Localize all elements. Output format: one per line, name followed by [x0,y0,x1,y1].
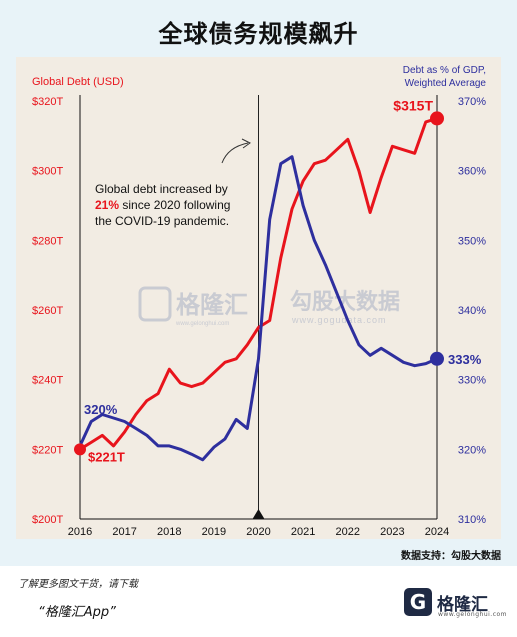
annotation-line2-rest: since 2020 following [119,198,230,212]
x-tick-label: 2020 [246,526,270,538]
footer-download-hint: 了解更多图文干货，请下载 [18,579,138,590]
annotation-line3: the COVID-19 pandemic. [95,214,229,228]
debt-start-point [74,443,86,456]
left-tick-label: $320T [32,96,63,108]
page-title: 全球债务规模飙升 [158,20,359,48]
right-tick-label: 340% [458,305,486,317]
gelonghui-logo: G 格隆汇 www.gelonghui.com [404,588,508,618]
right-tick-label: 310% [458,514,486,526]
debt-end-point [430,111,444,126]
watermark-left-url: www.gelonghui.com [175,321,229,327]
x-tick-label: 2021 [291,526,315,538]
x-tick-label: 2017 [112,526,136,538]
logo-url: www.gelonghui.com [438,611,508,618]
right-tick-label: 320% [458,444,486,456]
left-tick-label: $280T [32,235,63,247]
annotation-line1: Global debt increased by [95,182,228,196]
annotation-arrowhead [241,138,251,149]
x-tick-label: 2024 [425,526,449,538]
watermark-logo-icon [138,286,172,322]
debt-end-label: $315T [393,97,433,113]
x-tick-label: 2023 [380,526,404,538]
chart-card: 格隆汇 www.gelonghui.com 勾股大数据 www.gogudata.co… [16,57,501,539]
annotation-arrow [221,142,249,164]
watermark-right-url: www.gogudata.com [291,315,387,325]
ratio-end-point [430,351,444,366]
left-axis-title: Global Debt (USD) [32,76,124,88]
debt-chart: 格隆汇www.gelonghui.com勾股大数据www.gogudata.co… [32,65,487,538]
source-note: 数据支持：勾股大数据 [401,551,501,562]
logo-text: 格隆汇 [437,595,488,615]
watermark-left-text: 格隆汇 [176,291,248,319]
left-tick-label: $240T [32,375,63,387]
footer-app-name[interactable]: “格隆汇App” [38,605,116,620]
right-tick-label: 360% [458,166,486,178]
x-tick-label: 2022 [336,526,360,538]
ratio-end-label: 333% [448,352,482,367]
left-tick-label: $260T [32,305,63,317]
left-tick-label: $300T [32,166,63,178]
debt-usd-line [78,116,439,451]
right-tick-label: 330% [458,375,486,387]
debt-gdp-ratio-line [78,155,439,462]
footer: 了解更多图文干货，请下载 “格隆汇App” G 格隆汇 www.gelonghu… [0,566,517,637]
annotation-line2: 21% since 2020 following [95,198,230,212]
x-tick-label: 2019 [202,526,226,538]
debt-start-label: $221T [88,449,125,464]
logo-mark: G [404,588,432,616]
right-axis-title-line1: Debt as % of GDP, [403,65,486,76]
right-tick-label: 370% [458,96,486,108]
x-tick-label: 2018 [157,526,181,538]
left-tick-label: $220T [32,444,63,456]
ratio-start-label: 320% [84,402,118,417]
event-2020-marker [252,509,265,519]
left-tick-label: $200T [32,514,63,526]
x-tick-label: 2016 [68,526,92,538]
right-tick-label: 350% [458,235,486,247]
annotation-highlight: 21% [95,198,119,212]
right-axis-title-line2: Weighted Average [405,78,487,89]
